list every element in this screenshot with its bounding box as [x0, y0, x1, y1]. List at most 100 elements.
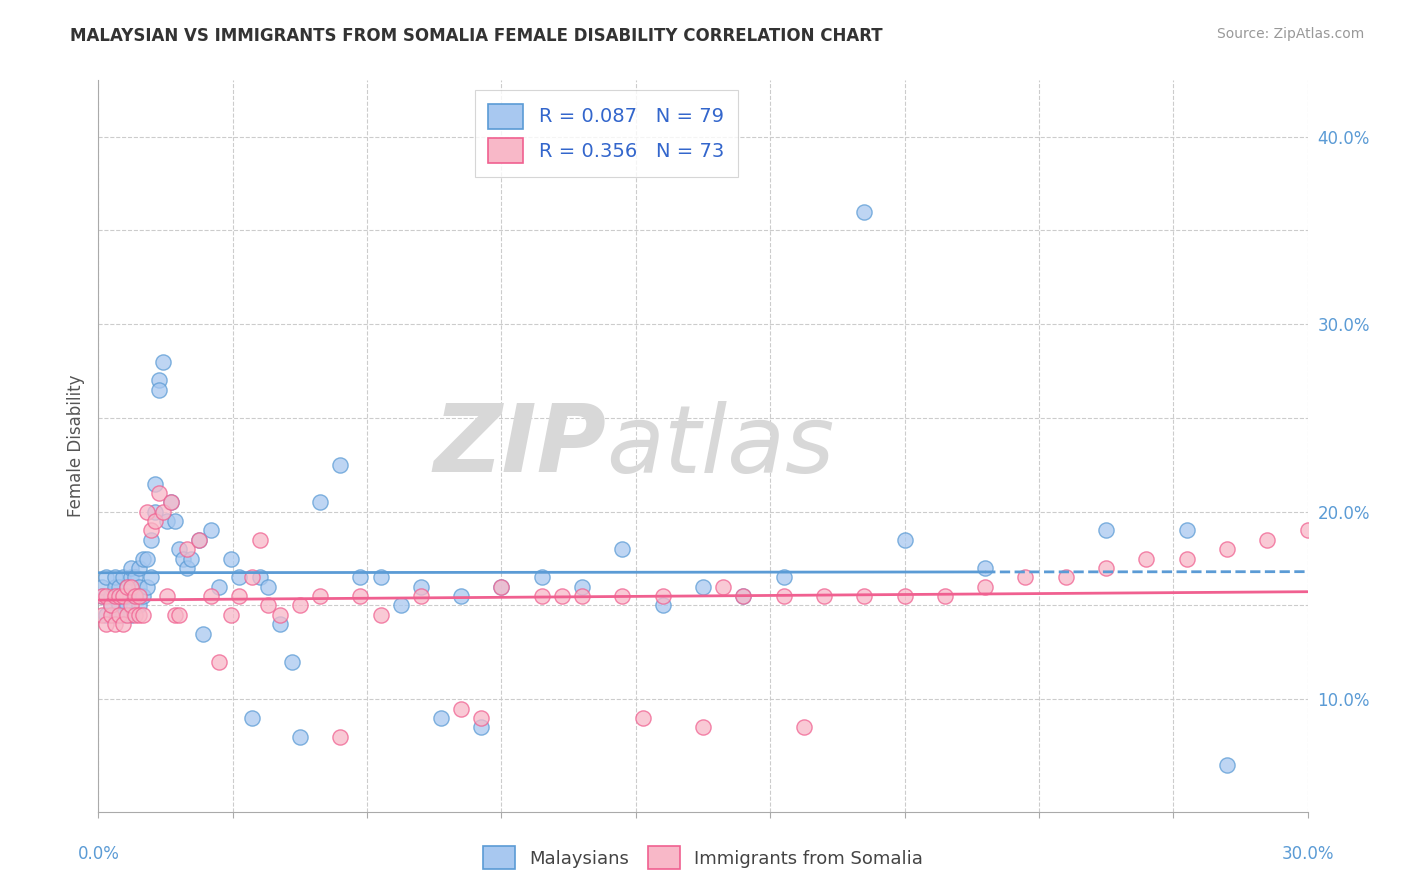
Point	[115, 589, 138, 603]
Point	[288, 730, 311, 744]
Point	[221, 551, 243, 566]
Point	[370, 607, 392, 622]
Point	[1256, 533, 1278, 547]
Point	[124, 607, 146, 622]
Point	[139, 524, 162, 538]
Point	[772, 589, 794, 603]
Point	[200, 589, 222, 603]
Point	[256, 599, 278, 613]
Point	[612, 589, 634, 603]
Point	[240, 570, 263, 584]
Point	[103, 617, 125, 632]
Point	[128, 607, 150, 622]
Point	[450, 701, 472, 715]
Text: Source: ZipAtlas.com: Source: ZipAtlas.com	[1216, 27, 1364, 41]
Point	[128, 589, 150, 603]
Point	[1175, 524, 1198, 538]
Text: atlas: atlas	[606, 401, 835, 491]
Point	[103, 580, 125, 594]
Point	[91, 589, 114, 603]
Point	[470, 711, 492, 725]
Point	[1014, 570, 1036, 584]
Text: 0.0%: 0.0%	[77, 846, 120, 863]
Point	[1054, 570, 1077, 584]
Point	[893, 533, 915, 547]
Point	[813, 589, 835, 603]
Point	[631, 711, 654, 725]
Point	[120, 607, 142, 622]
Point	[1095, 561, 1118, 575]
Point	[96, 589, 118, 603]
Point	[91, 589, 114, 603]
Point	[96, 607, 118, 622]
Point	[132, 551, 155, 566]
Point	[143, 514, 166, 528]
Point	[530, 570, 553, 584]
Point	[163, 607, 186, 622]
Point	[793, 720, 815, 734]
Point	[269, 617, 291, 632]
Point	[853, 204, 876, 219]
Point	[139, 533, 162, 547]
Point	[430, 711, 453, 725]
Point	[733, 589, 755, 603]
Point	[128, 561, 150, 575]
Point	[103, 589, 125, 603]
Text: MALAYSIAN VS IMMIGRANTS FROM SOMALIA FEMALE DISABILITY CORRELATION CHART: MALAYSIAN VS IMMIGRANTS FROM SOMALIA FEM…	[70, 27, 883, 45]
Point	[167, 607, 190, 622]
Point	[571, 589, 593, 603]
Point	[111, 589, 134, 603]
Point	[1296, 524, 1319, 538]
Point	[120, 599, 142, 613]
Point	[974, 561, 997, 575]
Point	[571, 580, 593, 594]
Point	[409, 580, 432, 594]
Point	[208, 655, 231, 669]
Point	[120, 561, 142, 575]
Point	[551, 589, 574, 603]
Point	[470, 720, 492, 734]
Point	[115, 599, 138, 613]
Point	[409, 589, 432, 603]
Point	[103, 570, 125, 584]
Point	[111, 617, 134, 632]
Point	[107, 599, 129, 613]
Point	[103, 607, 125, 622]
Point	[188, 533, 211, 547]
Text: ZIP: ZIP	[433, 400, 606, 492]
Point	[124, 589, 146, 603]
Point	[111, 607, 134, 622]
Point	[124, 570, 146, 584]
Point	[132, 607, 155, 622]
Point	[491, 580, 513, 594]
Point	[389, 599, 412, 613]
Point	[733, 589, 755, 603]
Point	[893, 589, 915, 603]
Point	[124, 589, 146, 603]
Point	[128, 599, 150, 613]
Point	[651, 589, 673, 603]
Point	[974, 580, 997, 594]
Point	[111, 570, 134, 584]
Point	[107, 589, 129, 603]
Point	[249, 570, 271, 584]
Point	[135, 580, 157, 594]
Point	[156, 589, 179, 603]
Point	[115, 580, 138, 594]
Point	[132, 589, 155, 603]
Point	[1095, 524, 1118, 538]
Point	[612, 542, 634, 557]
Point	[107, 589, 129, 603]
Point	[349, 589, 371, 603]
Point	[111, 589, 134, 603]
Point	[269, 607, 291, 622]
Point	[1135, 551, 1157, 566]
Point	[1175, 551, 1198, 566]
Point	[711, 580, 734, 594]
Point	[176, 542, 198, 557]
Point	[128, 580, 150, 594]
Point	[152, 505, 174, 519]
Point	[1216, 542, 1239, 557]
Point	[96, 570, 118, 584]
Point	[163, 514, 186, 528]
